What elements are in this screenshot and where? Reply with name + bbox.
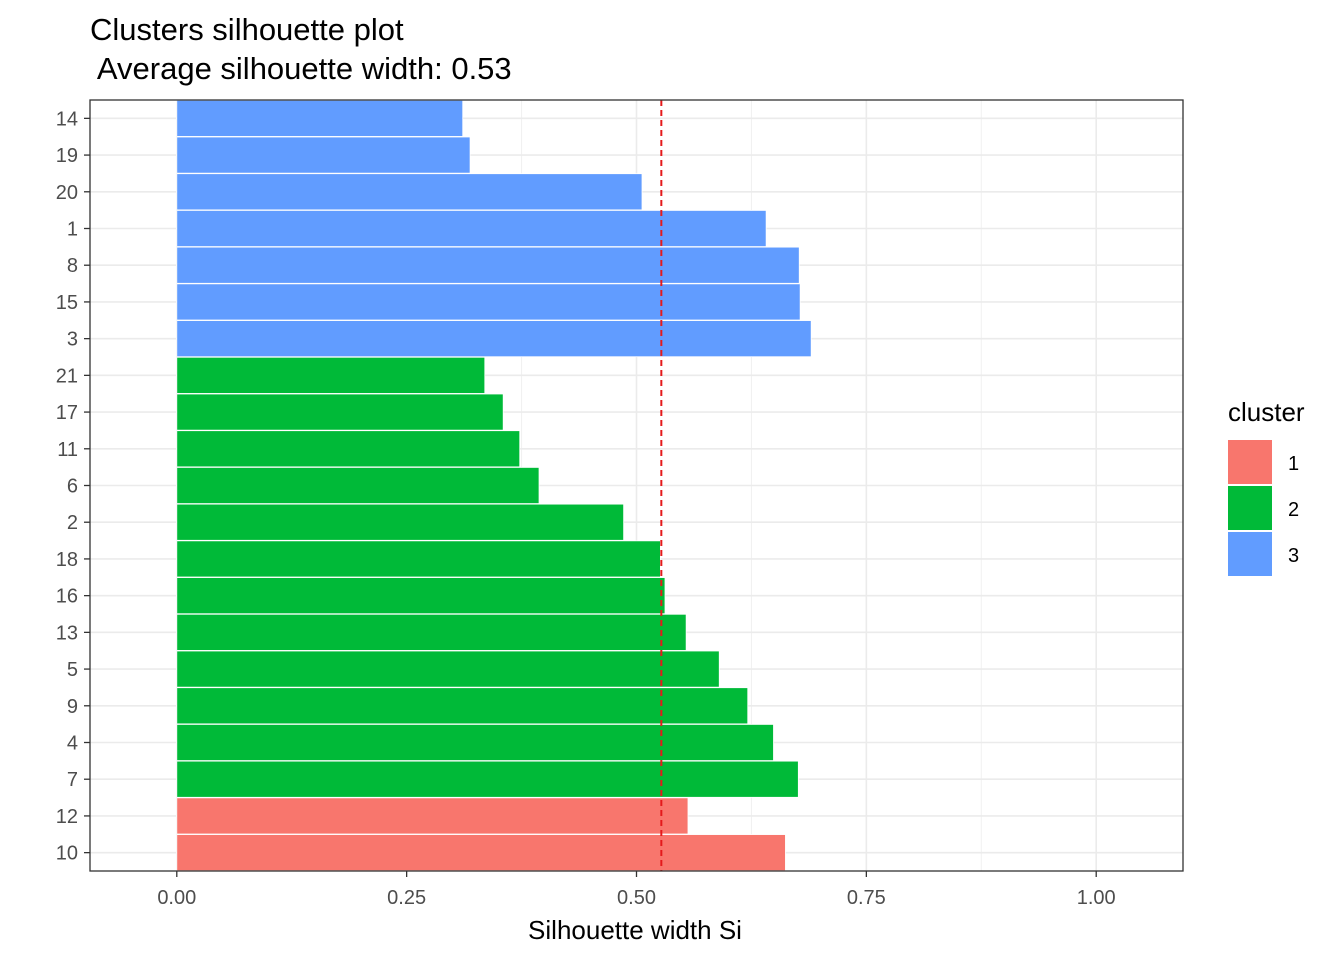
bar-18 (176, 540, 661, 578)
y-tick-label: 6 (67, 476, 78, 498)
panel-border (89, 99, 1184, 872)
y-tick-label: 19 (56, 145, 78, 167)
legend-key-3 (1228, 532, 1272, 576)
legend: cluster 1 2 3 (1228, 397, 1305, 576)
legend-label-3: 3 (1288, 545, 1299, 567)
y-tick-label: 16 (56, 586, 78, 608)
x-tick-label: 0.25 (387, 887, 426, 909)
legend-label-1: 1 (1288, 453, 1299, 475)
bar-11 (176, 430, 521, 468)
chart-title: Clusters silhouette plot (90, 12, 404, 47)
bars (176, 99, 812, 872)
bar-1 (176, 210, 767, 247)
y-tick-label: 21 (56, 365, 78, 387)
y-tick-label: 4 (67, 733, 78, 755)
legend-key-2 (1228, 486, 1272, 530)
bar-5 (176, 650, 720, 688)
x-axis-label: Silhouette width Si (528, 915, 742, 945)
bar-12 (176, 797, 689, 835)
bar-7 (176, 760, 799, 798)
y-tick-label: 20 (56, 182, 78, 204)
y-tick-label: 8 (67, 255, 78, 277)
bar-3 (176, 320, 812, 358)
bar-4 (176, 724, 774, 761)
x-tick-label: 0.75 (847, 887, 886, 909)
y-tick-label: 9 (67, 696, 78, 718)
chart-subtitle: Average silhouette width: 0.53 (90, 51, 512, 86)
y-tick-label: 18 (56, 549, 78, 571)
y-tick-label: 1 (67, 219, 78, 241)
y-tick-label: 14 (56, 108, 78, 130)
bar-9 (176, 687, 749, 725)
y-tick-label: 5 (67, 659, 78, 681)
y-tick-label: 2 (67, 512, 78, 534)
bar-10 (176, 834, 786, 872)
bar-2 (176, 503, 625, 541)
x-tick-label: 1.00 (1077, 887, 1116, 909)
x-tick-label: 0.50 (617, 887, 656, 909)
x-tick-label: 0.00 (157, 887, 196, 909)
bar-16 (176, 577, 666, 615)
y-tick-label: 12 (56, 806, 78, 828)
y-tick-label: 10 (56, 843, 78, 865)
y-tick-label: 13 (56, 622, 78, 644)
bar-21 (176, 356, 486, 394)
legend-label-2: 2 (1288, 499, 1299, 521)
legend-key-1 (1228, 440, 1272, 484)
bar-14 (176, 99, 464, 137)
y-tick-label: 3 (67, 329, 78, 351)
legend-title: cluster (1228, 397, 1305, 427)
bar-15 (176, 283, 801, 321)
y-tick-label: 11 (57, 439, 78, 461)
bar-8 (176, 246, 800, 284)
y-tick-label: 7 (67, 769, 78, 791)
bar-17 (176, 393, 504, 431)
bar-6 (176, 467, 540, 504)
y-tick-label: 17 (56, 402, 78, 424)
x-axis: 0.00 0.25 0.50 0.75 1.00 (157, 871, 1116, 909)
bar-19 (176, 136, 471, 174)
bar-13 (176, 613, 687, 651)
y-tick-label: 15 (56, 292, 78, 314)
bar-20 (176, 173, 643, 211)
